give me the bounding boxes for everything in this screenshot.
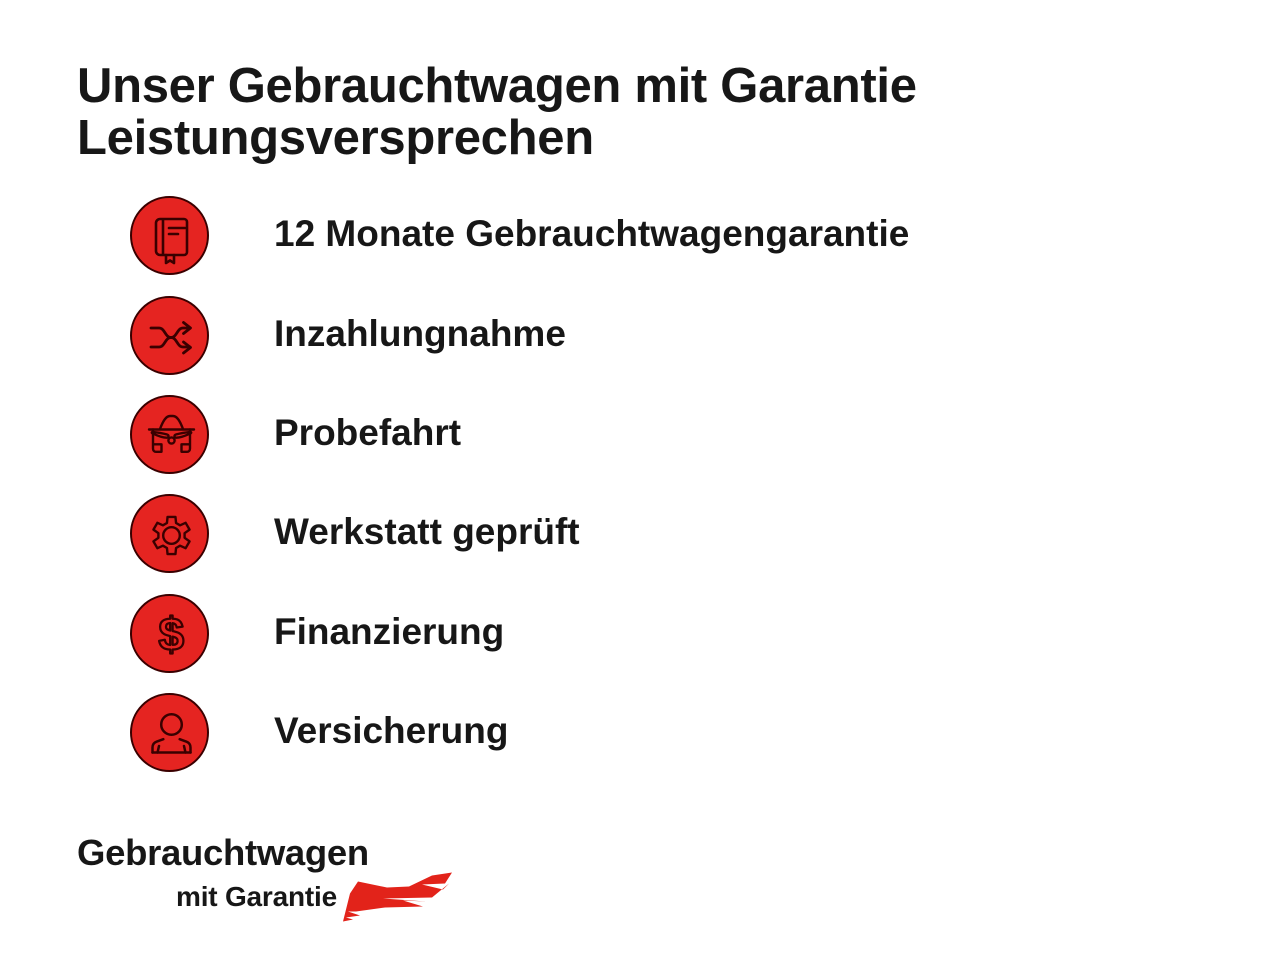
svg-text:$: $	[159, 608, 185, 660]
